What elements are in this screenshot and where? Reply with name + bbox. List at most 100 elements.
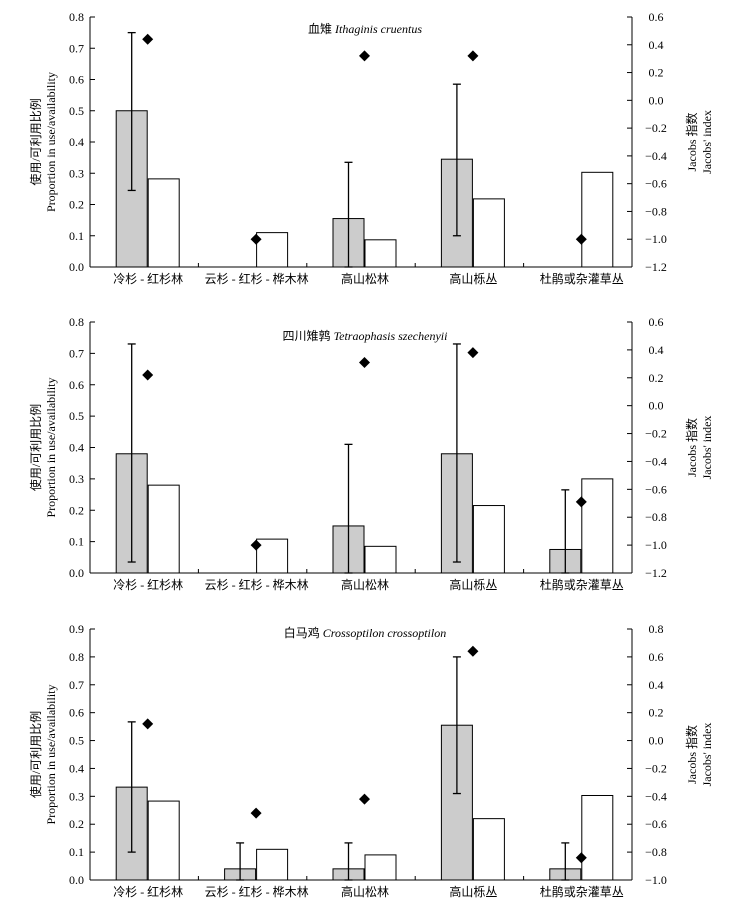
y2-axis-title-en: Jacobs' index (700, 416, 714, 480)
panel-title-scientific-name: Crossoptilon crossoptilon (323, 626, 446, 640)
y-tick-label: 0.2 (69, 198, 84, 212)
x-tick-label: 高山栎丛 (449, 271, 497, 286)
y2-axis-title-cn: Jacobs 指数 (684, 418, 699, 477)
y2-tick-label: 0.0 (649, 734, 664, 748)
y-tick-label: 0.5 (69, 409, 84, 423)
y2-tick-label: −0.8 (645, 845, 667, 859)
y2-tick-label: −1.2 (645, 566, 667, 580)
y-axis-title-en: Proportion in use/availability (44, 378, 58, 518)
bar-availability (472, 818, 505, 881)
y2-tick-label: −1.0 (645, 873, 667, 887)
y-tick-label: 0.4 (69, 135, 84, 149)
y2-tick-label: −0.4 (645, 454, 667, 468)
y-tick-label: 0.3 (69, 166, 84, 180)
x-tick-label: 杜鹃或杂灌草丛 (540, 577, 624, 592)
x-tick-label: 冷杉 - 红杉林 (113, 271, 183, 286)
y-axis-title-en: Proportion in use/availability (44, 685, 58, 825)
bar-availability (147, 484, 180, 574)
bar-availability (147, 178, 180, 268)
y2-tick-label: 0.4 (649, 38, 664, 52)
jacobs-marker (359, 50, 370, 62)
y-tick-label: 0.8 (69, 315, 84, 329)
x-tick-label: 杜鹃或杂灌草丛 (540, 884, 624, 898)
bar-availability (256, 232, 289, 268)
y-tick-label: 0.1 (69, 229, 84, 243)
y-tick-label: 0.8 (69, 650, 84, 664)
jacobs-marker (142, 33, 154, 45)
x-tick-label: 高山栎丛 (449, 577, 497, 592)
x-tick-label: 冷杉 - 红杉林 (113, 884, 183, 898)
y-axis-title-en: Proportion in use/availability (44, 72, 58, 212)
y-tick-label: 0.2 (69, 503, 84, 517)
y2-tick-label: −1.0 (645, 232, 667, 246)
x-tick-label: 高山松林 (341, 884, 389, 898)
y2-axis-title-en: Jacobs' index (700, 110, 714, 174)
y2-tick-label: −1.2 (645, 260, 667, 274)
jacobs-marker (142, 718, 154, 730)
y2-axis-title-cn: Jacobs 指数 (684, 725, 699, 784)
y2-tick-label: −0.6 (645, 482, 667, 496)
y-tick-label: 0.0 (69, 566, 84, 580)
chart-panel-2: 0.0 0.1 0.2 0.3 0.4 0.5 0.6 0.7 0.8 −1.2 −1.0 −0.8 −… (28, 315, 714, 592)
y-tick-label: 0.7 (69, 678, 84, 692)
x-tick-label: 云杉 - 红杉 - 桦木林 (205, 271, 309, 286)
y2-tick-label: 0.0 (649, 399, 664, 413)
y2-tick-label: −0.8 (645, 510, 667, 524)
y2-tick-label: 0.6 (649, 315, 664, 329)
y2-tick-label: −0.8 (645, 204, 667, 218)
y2-tick-label: 0.6 (649, 650, 664, 664)
x-tick-label: 云杉 - 红杉 - 桦木林 (205, 577, 309, 592)
jacobs-marker (467, 347, 479, 359)
y2-tick-label: −0.4 (645, 789, 667, 803)
bar-availability (256, 538, 289, 574)
y2-tick-label: 0.4 (649, 678, 664, 692)
x-tick-label: 高山栎丛 (449, 884, 497, 898)
y2-tick-label: −0.6 (645, 177, 667, 191)
panel-title-scientific-name: Tetraophasis szechenyii (334, 329, 448, 343)
jacobs-marker (250, 807, 262, 819)
y2-axis-title-cn: Jacobs 指数 (684, 113, 699, 172)
jacobs-marker (575, 233, 587, 245)
y2-tick-label: −1.0 (645, 538, 667, 552)
panel-title-common-name: 血雉 (308, 22, 335, 36)
y-axis-title-cn: 使用/可利用比例 (28, 404, 43, 491)
y-tick-label: 0.1 (69, 535, 84, 549)
bar-availability (364, 854, 397, 881)
y2-tick-label: 0.2 (649, 66, 664, 80)
panel-title-common-name: 白马鸡 (284, 625, 323, 640)
y2-axis-title-en: Jacobs' index (700, 723, 714, 787)
jacobs-marker (467, 645, 479, 657)
bar-availability (256, 848, 289, 881)
y-axis-title-cn: 使用/可利用比例 (28, 98, 43, 185)
y-axis-title-cn: 使用/可利用比例 (28, 711, 43, 798)
y-tick-label: 0.4 (69, 441, 84, 455)
y-tick-label: 0.3 (69, 789, 84, 803)
panel-title: 血雉 Ithaginis cruentus (308, 22, 422, 36)
bar-availability (581, 794, 614, 881)
y-tick-label: 0.8 (69, 10, 84, 24)
y2-tick-label: −0.2 (645, 121, 667, 135)
y-tick-label: 0.0 (69, 260, 84, 274)
y-tick-label: 0.1 (69, 845, 84, 859)
y2-tick-label: 0.8 (649, 622, 664, 636)
bar-availability (472, 505, 505, 574)
y-tick-label: 0.7 (69, 41, 84, 55)
x-tick-label: 高山松林 (341, 271, 389, 286)
panel-title: 白马鸡 Crossoptilon crossoptilon (284, 625, 446, 640)
chart-panel-1: 0.0 0.1 0.2 0.3 0.4 0.5 0.6 0.7 0.8 −1.2 −1.0 −0.8 −… (28, 10, 714, 286)
y-tick-label: 0.6 (69, 378, 84, 392)
jacobs-marker (467, 50, 479, 62)
x-tick-label: 杜鹃或杂灌草丛 (540, 271, 624, 286)
y2-tick-label: 0.0 (649, 93, 664, 107)
bar-availability (147, 800, 180, 881)
chart-panel-3: 0.0 0.1 0.2 0.3 0.4 0.5 0.6 0.7 0.8 0.9 −1.0 −0.8 −0… (28, 622, 714, 898)
x-tick-label: 高山松林 (341, 577, 389, 592)
jacobs-marker (575, 852, 587, 864)
y-tick-label: 0.0 (69, 873, 84, 887)
y2-tick-label: 0.6 (649, 10, 664, 24)
y-tick-label: 0.6 (69, 706, 84, 720)
y-tick-label: 0.5 (69, 104, 84, 118)
y-tick-label: 0.2 (69, 817, 84, 831)
y2-tick-label: −0.6 (645, 817, 667, 831)
